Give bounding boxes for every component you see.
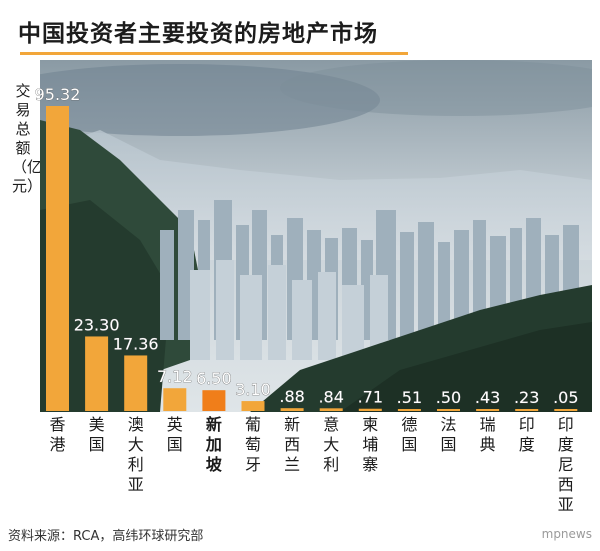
category-label-瑞典-1: 典 <box>480 435 496 454</box>
value-label-印度尼西亚: .05 <box>553 388 578 407</box>
category-label-香港-1: 港 <box>49 435 65 454</box>
bar-印度 <box>515 409 539 411</box>
category-label-澳大利亚-2: 利 <box>128 455 144 474</box>
category-label-新西兰-1: 西 <box>284 435 300 454</box>
category-label-印度尼西亚-3: 西 <box>558 475 574 494</box>
category-label-葡萄牙-2: 牙 <box>245 455 261 474</box>
bar-新西兰 <box>280 408 304 411</box>
category-label-印度尼西亚-0: 印 <box>558 415 574 434</box>
value-label-柬埔寨: .71 <box>358 388 383 407</box>
category-label-新西兰-0: 新 <box>284 415 300 434</box>
bar-英国 <box>163 388 187 411</box>
title-underline <box>20 52 408 55</box>
category-label-美国-0: 美 <box>89 415 105 434</box>
category-label-澳大利亚-1: 大 <box>128 435 144 454</box>
value-label-意大利: .84 <box>318 387 343 406</box>
category-label-新加坡-0: 新 <box>206 415 222 434</box>
bar-意大利 <box>319 408 343 411</box>
bar-柬埔寨 <box>358 408 382 411</box>
category-label-新西兰-2: 兰 <box>284 455 300 474</box>
category-label-柬埔寨-2: 寨 <box>362 455 378 474</box>
category-label-澳大利亚-3: 亚 <box>128 475 144 494</box>
category-label-新加坡-1: 加 <box>205 435 222 454</box>
category-label-法国-0: 法 <box>440 415 456 434</box>
category-label-印度尼西亚-4: 亚 <box>558 495 574 514</box>
watermark: mpnews <box>541 527 592 541</box>
value-label-葡萄牙: 3.10 <box>235 380 271 399</box>
bar-新加坡 <box>202 390 226 411</box>
value-label-新西兰: .88 <box>279 387 304 406</box>
hong-kong-skyline-photo <box>40 60 592 412</box>
category-label-英国-0: 英 <box>167 415 183 434</box>
bar-瑞典 <box>476 409 500 411</box>
category-label-意大利-2: 利 <box>323 455 339 474</box>
category-label-柬埔寨-1: 埔 <box>362 435 378 454</box>
chart-title: 中国投资者主要投资的房地产市场 <box>18 21 378 47</box>
category-label-香港-0: 香 <box>49 415 65 434</box>
bar-葡萄牙 <box>241 401 265 411</box>
bar-德国 <box>397 409 421 411</box>
value-label-美国: 23.30 <box>74 315 120 334</box>
bar-香港 <box>46 106 69 411</box>
category-label-英国-1: 国 <box>167 435 183 454</box>
category-label-德国-0: 德 <box>401 415 417 434</box>
value-label-德国: .51 <box>397 388 422 407</box>
value-label-瑞典: .43 <box>475 388 500 407</box>
category-label-意大利-0: 意 <box>323 415 339 434</box>
value-label-英国: 7.12 <box>157 367 193 386</box>
value-label-法国: .50 <box>436 388 461 407</box>
category-label-葡萄牙-0: 葡 <box>245 415 261 434</box>
value-label-印度: .23 <box>514 388 539 407</box>
bar-印度尼西亚 <box>554 409 578 411</box>
source-note: 资料来源：RCA，高纬环球研究部 <box>8 529 204 544</box>
category-label-印度尼西亚-1: 度 <box>558 435 574 454</box>
category-label-印度尼西亚-2: 尼 <box>558 455 574 474</box>
category-label-印度-0: 印 <box>519 415 535 434</box>
category-label-柬埔寨-0: 柬 <box>362 415 378 434</box>
category-label-美国-1: 国 <box>89 435 105 454</box>
category-label-新加坡-2: 坡 <box>206 455 223 474</box>
category-label-瑞典-0: 瑞 <box>480 415 496 434</box>
bar-澳大利亚 <box>124 355 148 411</box>
bar-美国 <box>85 336 109 411</box>
category-label-法国-1: 国 <box>440 435 456 454</box>
value-label-澳大利亚: 17.36 <box>113 334 159 353</box>
category-label-印度-1: 度 <box>519 435 535 454</box>
category-label-德国-1: 国 <box>401 435 417 454</box>
category-label-澳大利亚-0: 澳 <box>128 415 144 434</box>
category-label-葡萄牙-1: 萄 <box>245 435 261 454</box>
value-label-新加坡: 6.50 <box>196 369 232 388</box>
category-label-意大利-1: 大 <box>323 435 339 454</box>
bar-法国 <box>437 409 460 411</box>
value-label-香港: 95.32 <box>35 85 81 104</box>
